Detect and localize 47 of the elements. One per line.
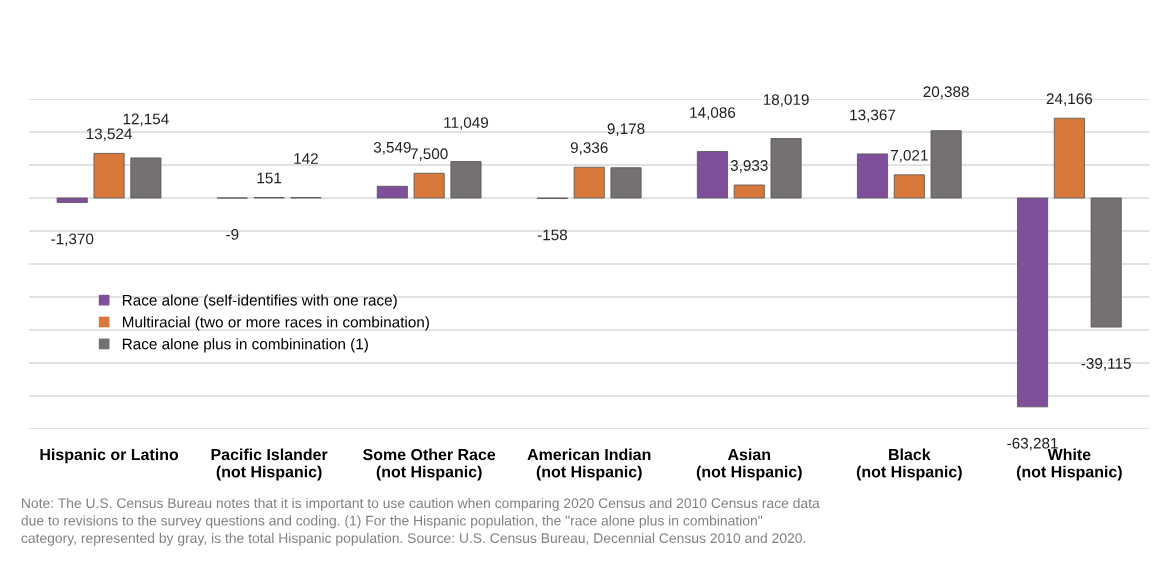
bar — [56, 197, 88, 203]
text: Note: The U.S. Census Bureau notes that it is important to use caution when comparing 2020 Census and 2010 Census race data due to revisions to the survey questions and coding. (1) For the Hispanic population, the "race alone plus in combination" category, represented by gray, is the total Hispanic population. Source: U.S. Census Bureau, Decennial Census 2010 and 2020. — [21, 497, 820, 546]
bar — [573, 166, 605, 199]
legend-label: Race alone (self-identifies with one race) — [122, 294, 397, 309]
data-label: -158 — [537, 229, 568, 241]
bar — [1090, 197, 1122, 328]
bar — [93, 152, 125, 199]
data-label: 13,367 — [850, 109, 896, 123]
bar — [696, 151, 728, 199]
bar — [1053, 117, 1085, 199]
bar — [733, 184, 765, 199]
bar — [856, 153, 889, 199]
x-tick-label: Hispanic or Latino — [40, 448, 179, 464]
data-label: 14,086 — [690, 107, 736, 120]
data-label: 3,549 — [373, 141, 411, 155]
data-label: 18,019 — [763, 94, 809, 107]
x-tick-label: American Indian (not Hispanic) — [527, 448, 651, 481]
data-label: 3,933 — [730, 160, 768, 173]
data-label: 9,336 — [570, 142, 608, 155]
bar — [130, 157, 162, 199]
x-tick-label: Some Other Race (not Hispanic) — [363, 448, 496, 481]
data-label: 13,524 — [86, 128, 132, 142]
legend-label: Multiracial (two or more races in combination) — [122, 316, 429, 331]
bar — [413, 172, 445, 199]
legend-label: Race alone plus in combinination (1) — [122, 338, 368, 353]
bar — [930, 130, 962, 199]
data-label: 11,049 — [444, 117, 489, 130]
data-label: -1,370 — [51, 233, 94, 247]
data-label: 142 — [294, 153, 318, 164]
data-label: 151 — [257, 172, 282, 184]
data-label: -39,115 — [1081, 358, 1131, 371]
bar — [450, 161, 482, 199]
bar — [610, 167, 642, 199]
bar — [770, 138, 802, 199]
data-label: 7,021 — [890, 149, 928, 163]
bar — [893, 174, 925, 199]
x-tick-label: Asian (not Hispanic) — [696, 448, 802, 481]
data-label: 24,166 — [1046, 93, 1093, 106]
data-label: 20,388 — [923, 86, 969, 99]
data-label: 9,178 — [607, 123, 645, 136]
x-tick-label: Black (not Hispanic) — [856, 448, 962, 481]
data-label: 12,154 — [123, 113, 169, 127]
data-label: -9 — [226, 229, 239, 240]
x-tick-label: Pacific Islander (not Hispanic) — [211, 448, 328, 481]
bar — [1017, 197, 1049, 408]
data-label: 7,500 — [410, 148, 448, 161]
bar — [376, 185, 408, 199]
